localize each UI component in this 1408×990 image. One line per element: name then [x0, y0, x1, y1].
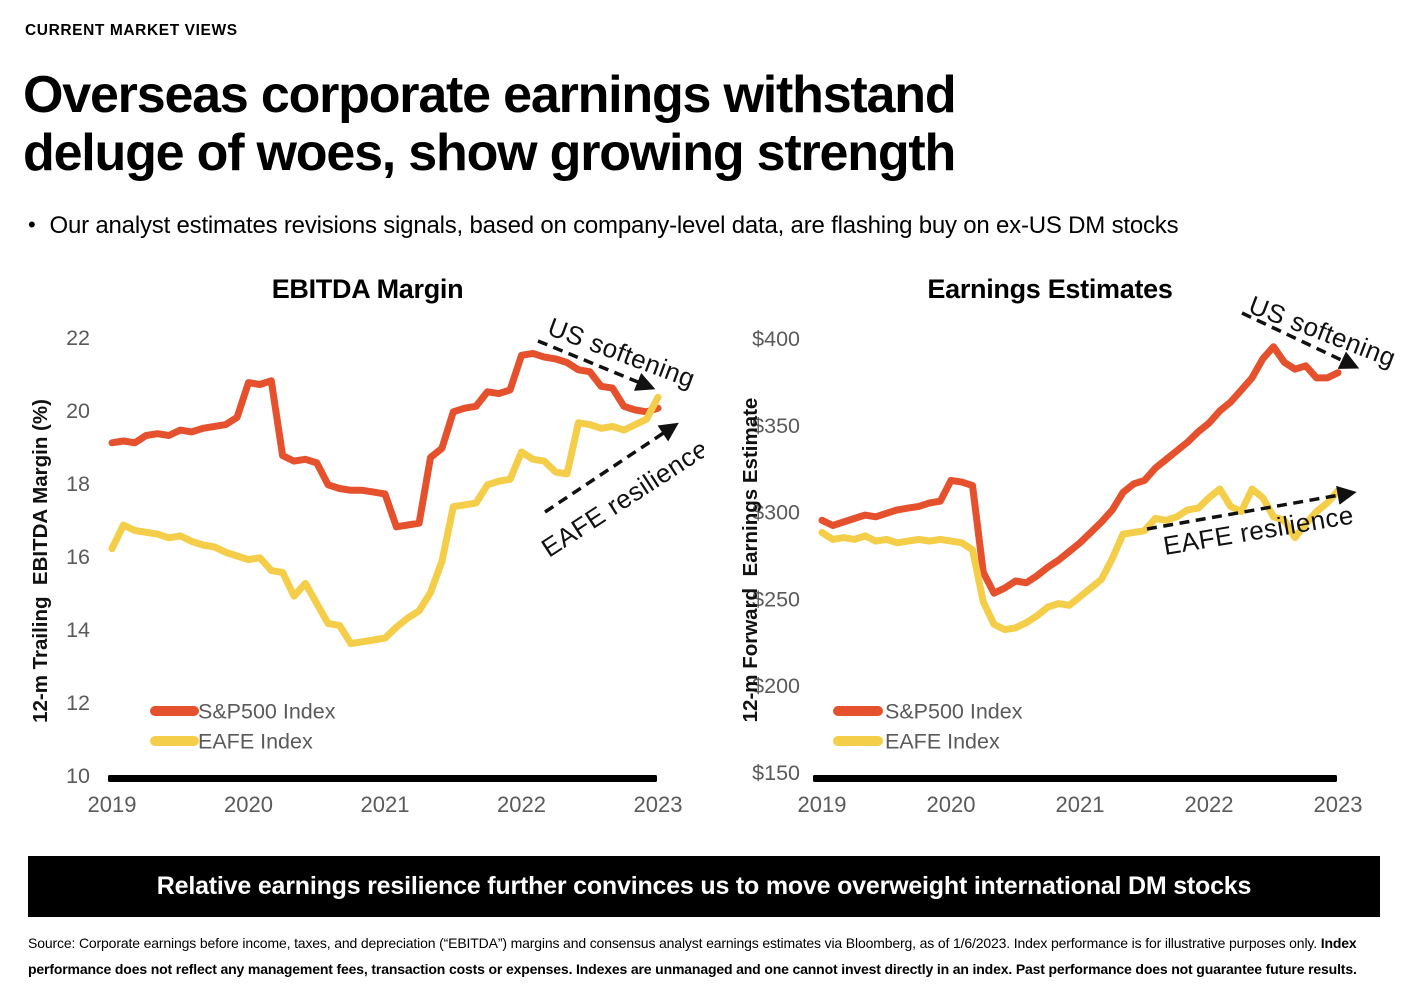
annotation-arrow: [1146, 485, 1357, 531]
bullet-point: • Our analyst estimates revisions signals…: [28, 212, 1179, 240]
page-title: Overseas corporate earnings withstand de…: [23, 66, 957, 183]
annotation-text: US softening: [544, 312, 700, 394]
chart-title-ebitda: EBITDA Margin: [271, 274, 464, 304]
annotation-text: US softening: [1245, 290, 1400, 374]
legend-label: EAFE Index: [885, 730, 1000, 754]
source-note: Source: Corporate earnings before income…: [28, 930, 1388, 982]
bullet-text: Our analyst estimates revisions signals,…: [49, 212, 1179, 239]
banner-text: Relative earnings resilience further con…: [156, 872, 1252, 900]
bullet-icon: •: [28, 212, 36, 237]
annotation-text: EAFE resilience: [536, 433, 704, 563]
y-tick-label: 14: [66, 618, 90, 642]
x-tick-label: 2020: [224, 792, 273, 817]
source-text: Source: Corporate earnings before income…: [28, 935, 1321, 951]
x-axis-line: [813, 775, 1337, 782]
annotation-arrow: [1241, 311, 1360, 369]
earnings-estimates-chart: $150 $200 $250 $300 $350 $400 2019 2020 2021 2022…: [739, 290, 1400, 817]
y-tick-label: 18: [66, 472, 90, 496]
series-line-eafe: [108, 393, 662, 648]
y-tick-label: 10: [66, 764, 90, 788]
y-tick-label: $350: [752, 414, 800, 438]
y-tick-label: $400: [752, 327, 800, 351]
y-axis-label: 12-m Forward Earnings Estimate: [739, 398, 762, 723]
eyebrow: CURRENT MARKET VIEWS: [25, 22, 238, 39]
annotation-arrow: [544, 422, 679, 514]
x-tick-label: 2021: [361, 792, 410, 817]
banner: Relative earnings resilience further con…: [28, 856, 1380, 917]
x-axis-line: [108, 775, 657, 782]
y-axis-label: 12-m Trailing EBITDA Margin (%): [29, 399, 52, 723]
x-tick-label: 2021: [1056, 792, 1105, 817]
annotation-arrow: [537, 339, 656, 391]
y-tick-label: $200: [752, 674, 800, 698]
y-tick-label: $300: [752, 501, 800, 525]
x-tick-label: 2020: [927, 792, 976, 817]
source-disclaimer: Index performance does not reflect any m…: [28, 935, 1357, 977]
x-tick-label: 2022: [1185, 792, 1234, 817]
y-tick-label: $250: [752, 587, 800, 611]
legend-label: EAFE Index: [198, 730, 313, 754]
series-line-sp500: [818, 343, 1342, 597]
series-line-eafe: [818, 485, 1342, 634]
y-tick-label: 12: [66, 691, 90, 715]
legend-label: S&P500 Index: [198, 700, 336, 724]
x-tick-label: 2023: [1314, 792, 1363, 817]
x-tick-label: 2019: [798, 792, 847, 817]
y-tick-label: 22: [66, 326, 90, 350]
series-line-sp500: [108, 349, 662, 531]
y-tick-label: 20: [66, 399, 90, 423]
x-tick-label: 2023: [634, 792, 683, 817]
chart-title-earnings: Earnings Estimates: [927, 274, 1173, 304]
x-tick-label: 2022: [497, 792, 546, 817]
y-tick-label: $150: [752, 761, 800, 785]
legend-label: S&P500 Index: [885, 700, 1023, 724]
x-tick-label: 2019: [88, 792, 137, 817]
y-tick-label: 16: [66, 545, 90, 569]
